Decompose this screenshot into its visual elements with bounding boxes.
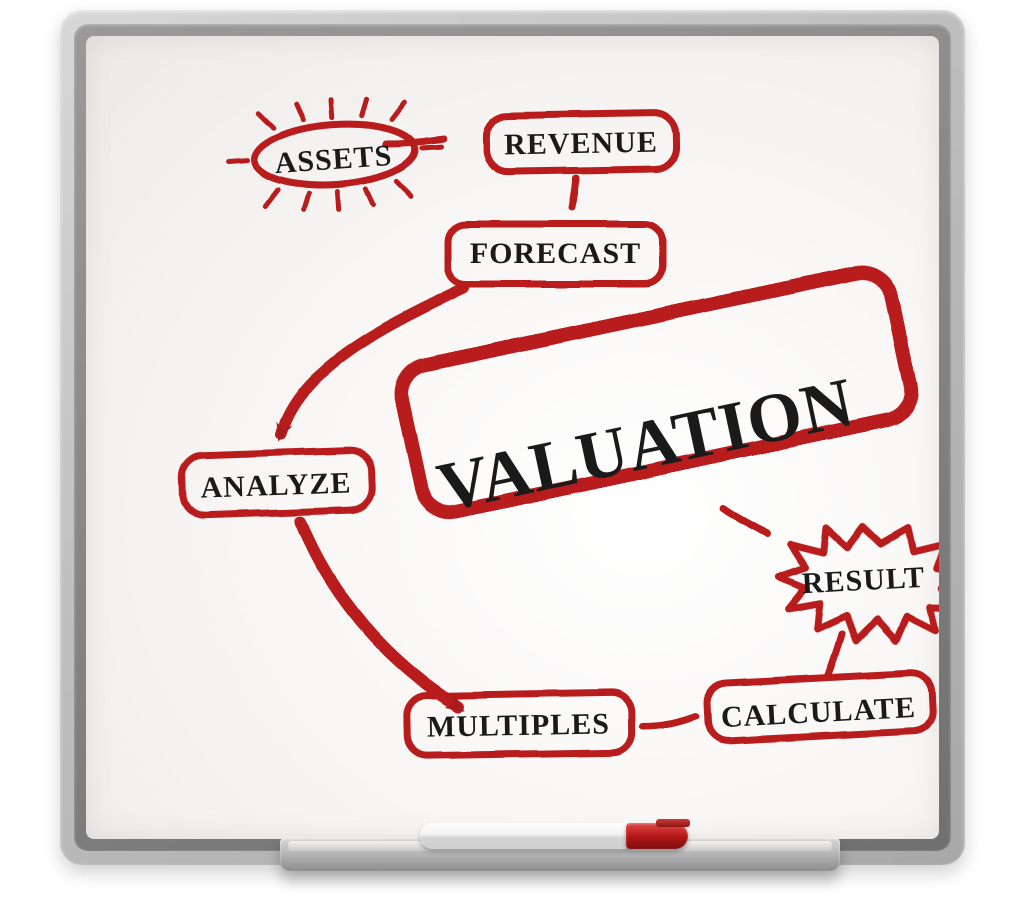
edge-calculate-result: [828, 634, 842, 676]
diagram-layer: ASSETS REVENUE FORECAST ANALYZE MULTIPLE…: [86, 36, 939, 839]
marker-pen: [420, 823, 700, 849]
stage: ASSETS REVENUE FORECAST ANALYZE MULTIPLE…: [0, 0, 1024, 921]
marker-tray: [280, 837, 840, 871]
node-forecast-label: FORECAST: [448, 224, 663, 284]
whiteboard-frame-inner: ASSETS REVENUE FORECAST ANALYZE MULTIPLE…: [74, 24, 951, 851]
whiteboard-frame-outer: ASSETS REVENUE FORECAST ANALYZE MULTIPLE…: [60, 10, 965, 865]
node-multiples-label: MULTIPLES: [405, 694, 631, 758]
node-revenue-label: REVENUE: [486, 114, 677, 173]
node-calculate-label: CALCULATE: [705, 678, 933, 748]
node-result-label: RESULT: [785, 552, 939, 610]
marker-clip: [656, 819, 690, 827]
edge-revenue-forecast: [572, 178, 576, 208]
edge-multiples-calculate: [642, 716, 696, 726]
edge-result-valuation: [722, 508, 768, 534]
whiteboard-surface: ASSETS REVENUE FORECAST ANALYZE MULTIPLE…: [86, 36, 939, 839]
node-assets-label: ASSETS: [254, 126, 413, 195]
node-analyze-label: ANALYZE: [180, 453, 372, 520]
marker-barrel: [420, 823, 630, 849]
